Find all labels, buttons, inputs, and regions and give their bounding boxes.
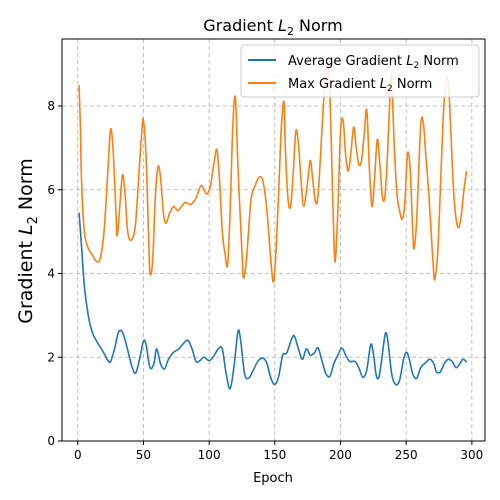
plot-frame <box>61 38 486 442</box>
series-line-max <box>78 59 468 283</box>
ylabel-subscript: 2 <box>26 216 41 224</box>
legend-average-subscript: 2 <box>413 61 419 71</box>
series-lines <box>78 59 468 390</box>
legend-label-max: Max Gradient L2 Norm <box>288 77 432 94</box>
x-tick-label: 50 <box>136 448 151 462</box>
x-tick-label: 150 <box>263 448 286 462</box>
ylabel-prefix: Gradient <box>15 235 37 324</box>
title-suffix: Norm <box>294 16 343 35</box>
x-tick-label: 300 <box>460 448 483 462</box>
title-prefix: Gradient <box>203 16 278 35</box>
y-tick-label: 4 <box>47 267 55 281</box>
legend-average-symbol: L <box>406 54 413 69</box>
legend-max-subscript: 2 <box>387 84 393 94</box>
y-tick-label: 8 <box>47 99 55 113</box>
x-tick-label: 250 <box>395 448 418 462</box>
legend-average-prefix: Average Gradient <box>288 54 406 69</box>
title-symbol: L <box>278 16 287 35</box>
y-tick-label: 2 <box>47 350 55 364</box>
x-tick-label: 100 <box>198 448 221 462</box>
x-axis-label: Epoch <box>253 471 293 486</box>
title-subscript: 2 <box>287 25 294 38</box>
legend-max-suffix: Norm <box>393 77 433 92</box>
axis-ticks: 0 50 100 150 200 250 300 0 2 4 6 8 <box>47 99 483 462</box>
y-tick-label: 0 <box>47 434 55 448</box>
ylabel-suffix: Norm <box>15 158 37 216</box>
chart-title: Gradient L2 Norm <box>203 16 342 38</box>
legend-max-symbol: L <box>380 77 387 92</box>
y-tick-label: 6 <box>47 183 55 197</box>
legend-label-average: Average Gradient L2 Norm <box>288 54 459 71</box>
series-line-average <box>78 212 468 390</box>
x-tick-label: 200 <box>329 448 352 462</box>
legend-box <box>240 44 480 98</box>
y-axis-label: Gradient L2 Norm <box>15 158 41 324</box>
legend-average-suffix: Norm <box>419 54 459 69</box>
ylabel-symbol: L <box>15 224 37 235</box>
x-tick-label: 0 <box>74 448 82 462</box>
legend: Average Gradient L2 Norm Max Gradient L2… <box>240 44 480 98</box>
legend-max-prefix: Max Gradient <box>288 77 380 92</box>
